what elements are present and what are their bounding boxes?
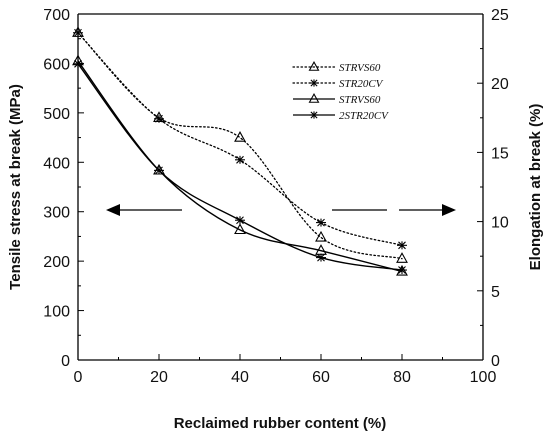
series-2-point xyxy=(316,218,326,227)
x-tick-label: 0 xyxy=(74,369,83,386)
y-right-tick-label: 15 xyxy=(491,145,509,162)
legend: STRVS60 STR20CV STRVS60 2STR20CV xyxy=(292,61,389,122)
legend-label-4: 2STR20CV xyxy=(339,110,389,122)
y-left-tick-label: 100 xyxy=(43,304,70,321)
series-4-point xyxy=(316,253,326,262)
y-right-tick-label: 10 xyxy=(491,215,509,232)
series-2-point xyxy=(397,241,407,250)
y-left-tick-label: 0 xyxy=(61,353,70,370)
left-axis-title: Tensile stress at break (MPa) xyxy=(7,84,24,290)
series-2-point xyxy=(73,28,83,37)
series-3-point xyxy=(234,223,246,235)
y-left-tick-label: 400 xyxy=(43,155,70,172)
legend-label-1: STRVS60 xyxy=(339,62,381,74)
series-4-point xyxy=(235,216,245,225)
right-axis-title: Elongation at break (%) xyxy=(527,104,544,271)
series-line-1 xyxy=(77,32,403,260)
series-4-point xyxy=(73,59,83,68)
series-4-point xyxy=(154,166,164,175)
x-tick-label: 80 xyxy=(393,369,411,386)
legend-marker-2 xyxy=(309,79,319,87)
x-tick-label: 60 xyxy=(312,369,330,386)
series-4-point xyxy=(397,266,407,275)
legend-label-3: STRVS60 xyxy=(339,94,381,106)
series-2-point xyxy=(235,155,245,164)
y-right-tick-label: 0 xyxy=(491,353,500,370)
x-tick-label: 20 xyxy=(150,369,168,386)
right-direction-arrow xyxy=(332,204,456,216)
legend-marker-3 xyxy=(308,93,320,103)
y-left-tick-label: 600 xyxy=(43,56,70,73)
series-2-point xyxy=(154,114,164,123)
y-left-tick-label: 500 xyxy=(43,106,70,123)
x-tick-label: 40 xyxy=(231,369,249,386)
y-right-tick-label: 20 xyxy=(491,76,509,93)
x-tick-label: 100 xyxy=(470,369,497,386)
x-axis-title: Reclaimed rubber content (%) xyxy=(174,415,387,432)
left-direction-arrow xyxy=(106,204,182,216)
y-left-tick-label: 700 xyxy=(43,7,70,24)
y-left-tick-label: 300 xyxy=(43,205,70,222)
y-right-tick-label: 25 xyxy=(491,7,509,24)
series-1-point xyxy=(396,252,408,263)
y-right-tick-label: 5 xyxy=(491,284,500,301)
legend-marker-1 xyxy=(308,61,320,71)
series-line-3 xyxy=(77,60,403,273)
series-1-point xyxy=(315,230,327,242)
y-left-tick-label: 200 xyxy=(43,254,70,271)
ticks-layer: 0 20 40 60 80 1000100200300400500600700051015… xyxy=(43,7,509,386)
legend-marker-4 xyxy=(309,111,319,119)
legend-label-2: STR20CV xyxy=(339,78,384,90)
series-markers-layer xyxy=(72,26,408,276)
series-1-point xyxy=(234,131,246,142)
